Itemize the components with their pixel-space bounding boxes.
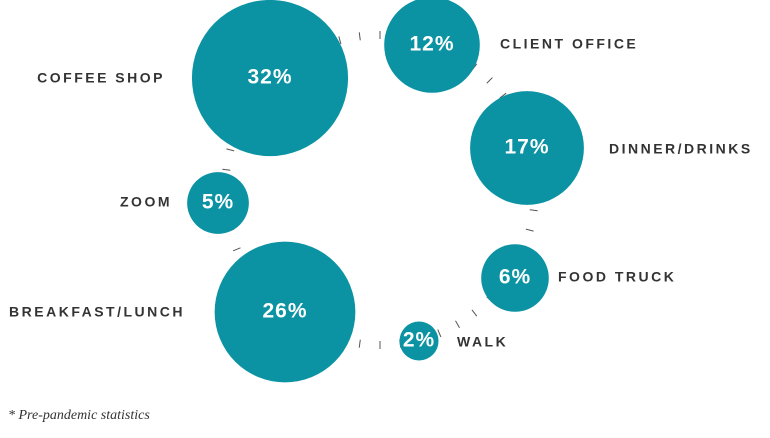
value-label: 2% (403, 329, 435, 352)
dial-tick (529, 209, 538, 212)
dial-tick (358, 32, 361, 41)
value-label: 6% (499, 266, 531, 289)
dial-tick (471, 309, 478, 317)
category-label: WALK (457, 334, 508, 350)
bubble (481, 244, 549, 312)
dial-tick (358, 339, 361, 348)
category-label: CLIENT OFFICE (500, 36, 638, 52)
footnote: * Pre-pandemic statistics (8, 408, 150, 423)
category-label: FOOD TRUCK (558, 269, 676, 285)
dial-tick (486, 77, 493, 84)
value-label: 32% (247, 66, 292, 89)
dial-tick (226, 148, 235, 152)
value-label: 26% (262, 300, 307, 323)
value-label: 5% (202, 191, 234, 214)
category-label: ZOOM (120, 194, 172, 210)
bubbles: 12% CLIENT OFFICE 17% DINNER/DRINKS 6% FOOD T… (9, 0, 753, 383)
value-label: 12% (409, 33, 454, 56)
category-label: DINNER/DRINKS (609, 141, 753, 157)
bubble (214, 241, 356, 383)
dial-tick (437, 329, 442, 338)
bubble (399, 321, 439, 361)
bubble (191, 0, 349, 157)
bubble (187, 172, 249, 234)
dial-tick (455, 320, 460, 328)
bubble (470, 91, 584, 205)
dial-tick (499, 92, 507, 99)
dial-tick (232, 247, 241, 252)
category-label: BREAKFAST/LUNCH (9, 304, 185, 320)
bubble (384, 0, 480, 93)
dial-tick (338, 36, 342, 45)
dial-tick (222, 168, 231, 171)
category-label: COFFEE SHOP (37, 70, 165, 86)
value-label: 17% (504, 136, 549, 159)
dial-tick (525, 228, 534, 232)
